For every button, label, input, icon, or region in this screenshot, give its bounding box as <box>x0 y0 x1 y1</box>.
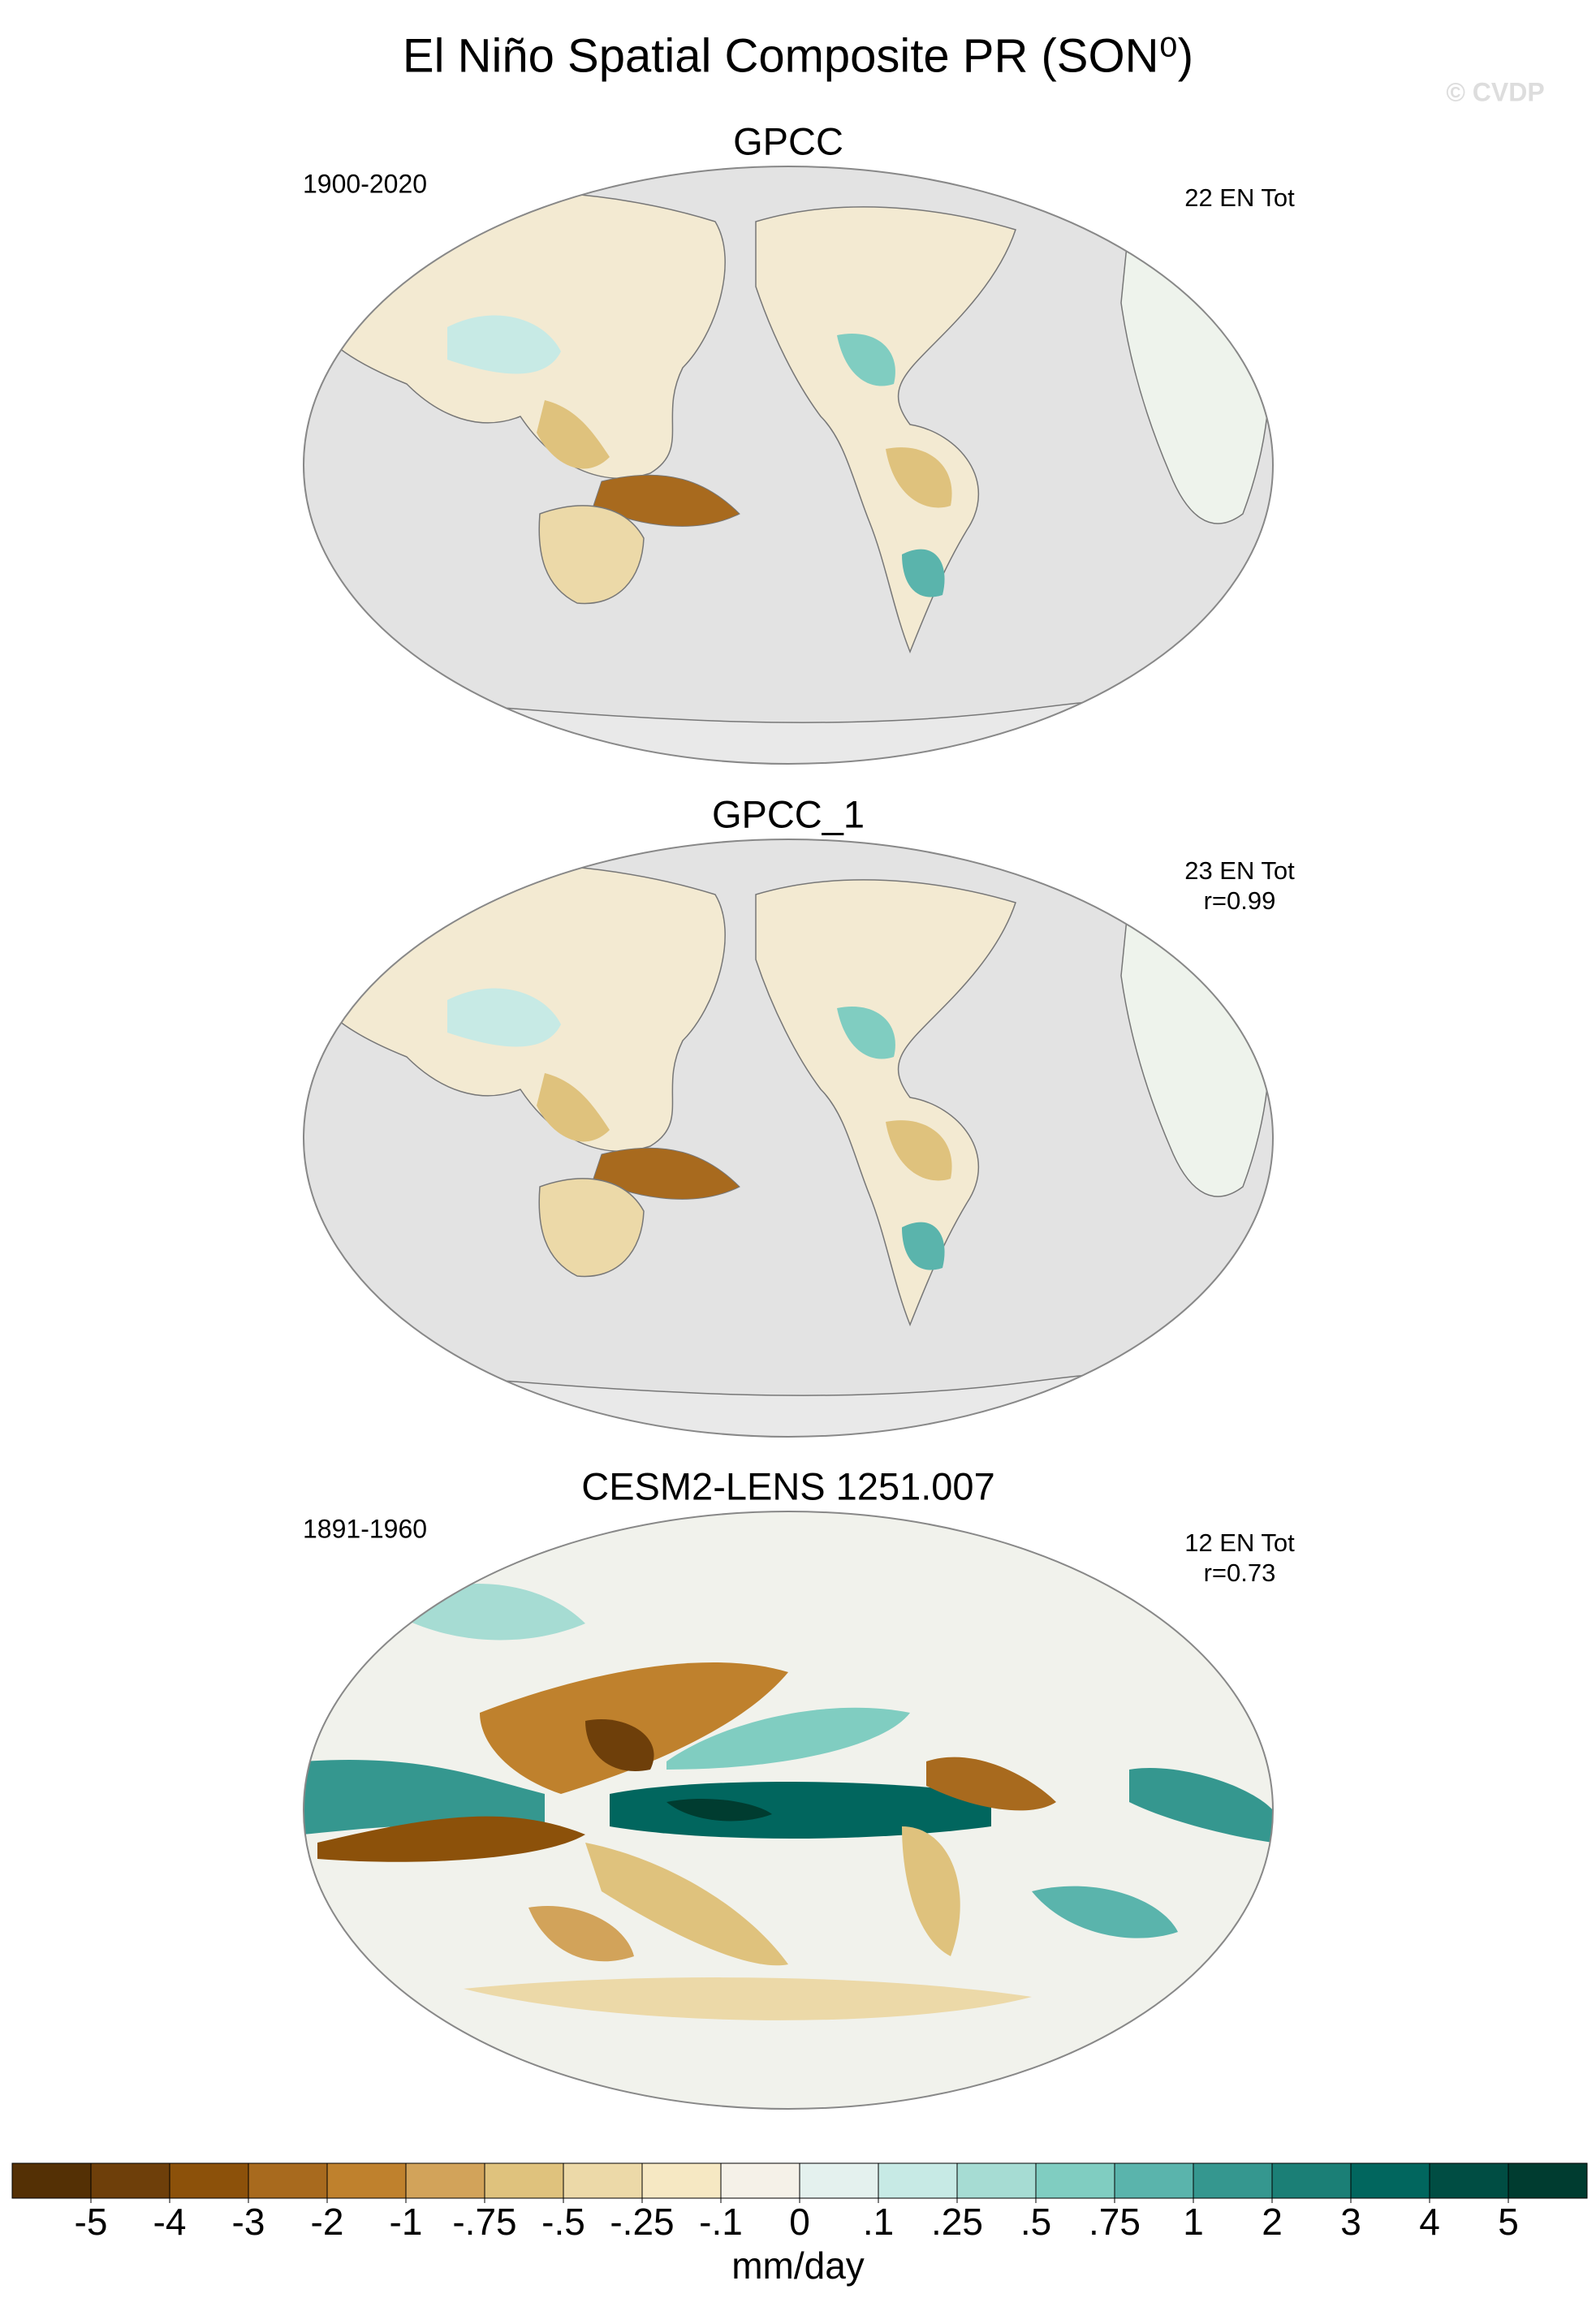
colorbar-box <box>326 2162 407 2199</box>
watermark: © CVDP <box>1446 77 1544 106</box>
colorbar-box <box>405 2162 485 2199</box>
colorbar-box <box>956 2162 1037 2199</box>
colorbar-tick-label: -.1 <box>699 2201 743 2243</box>
colorbar-tick-label: .5 <box>1020 2201 1051 2243</box>
colorbar-box <box>11 2162 92 2199</box>
colorbar-tick-label: .1 <box>863 2201 894 2243</box>
stat-label: 12 EN Tot <box>1184 1528 1295 1557</box>
colorbar-box <box>169 2162 249 2199</box>
figure-title: El Niño Spatial Composite PR (SON⁰) <box>403 29 1193 82</box>
colorbar-box <box>484 2162 564 2199</box>
colorbar-box <box>90 2162 170 2199</box>
map-panel <box>303 1511 1274 2110</box>
colorbar-tick-label: .75 <box>1089 2201 1141 2243</box>
period-label: 1891-1960 <box>303 1514 427 1543</box>
colorbar-tick-label: -.5 <box>541 2201 585 2243</box>
colorbar-tick-label: -4 <box>153 2201 187 2243</box>
panel-title: GPCC_1 <box>712 792 865 835</box>
colorbar-box <box>1350 2162 1430 2199</box>
panel-title: GPCC <box>733 119 843 162</box>
colorbar-box <box>641 2162 722 2199</box>
colorbar-tick-label: 5 <box>1498 2201 1519 2243</box>
colorbar-tick-label: -.25 <box>610 2201 674 2243</box>
colorbar-box <box>1271 2162 1352 2199</box>
stat-label: 22 EN Tot <box>1184 183 1295 212</box>
colorbar-box <box>1114 2162 1194 2199</box>
colorbar-box <box>248 2162 328 2199</box>
colorbar-tick-label: .25 <box>931 2201 983 2243</box>
colorbar-tick-label: 4 <box>1419 2201 1440 2243</box>
map-panel <box>303 839 1274 1438</box>
stat-label: r=0.73 <box>1204 1559 1276 1587</box>
colorbar-tick-label: -5 <box>75 2201 108 2243</box>
colorbar-tick-label: 1 <box>1183 2201 1204 2243</box>
colorbar-tick-label: -.75 <box>452 2201 516 2243</box>
colorbar-tick-label: 0 <box>789 2201 810 2243</box>
colorbar-box <box>878 2162 958 2199</box>
stat-label: 23 EN Tot <box>1184 856 1295 885</box>
colorbar-box <box>1508 2162 1588 2199</box>
colorbar-tick-label: -3 <box>232 2201 265 2243</box>
map-panel <box>303 166 1274 765</box>
colorbar-tick-label: 3 <box>1340 2201 1361 2243</box>
colorbar-box <box>1429 2162 1509 2199</box>
colorbar-box <box>720 2162 800 2199</box>
colorbar-box <box>799 2162 879 2199</box>
colorbar-box <box>1035 2162 1115 2199</box>
colorbar-tick-label: 2 <box>1262 2201 1283 2243</box>
colorbar-box <box>1193 2162 1273 2199</box>
colorbar-label: mm/day <box>731 2244 865 2287</box>
stat-label: r=0.99 <box>1204 886 1276 915</box>
colorbar-tick-label: -1 <box>390 2201 423 2243</box>
colorbar-box <box>563 2162 643 2199</box>
colorbar-tick-label: -2 <box>311 2201 344 2243</box>
period-label: 1900-2020 <box>303 169 427 198</box>
panel-title: CESM2-LENS 1251.007 <box>581 1464 994 1507</box>
